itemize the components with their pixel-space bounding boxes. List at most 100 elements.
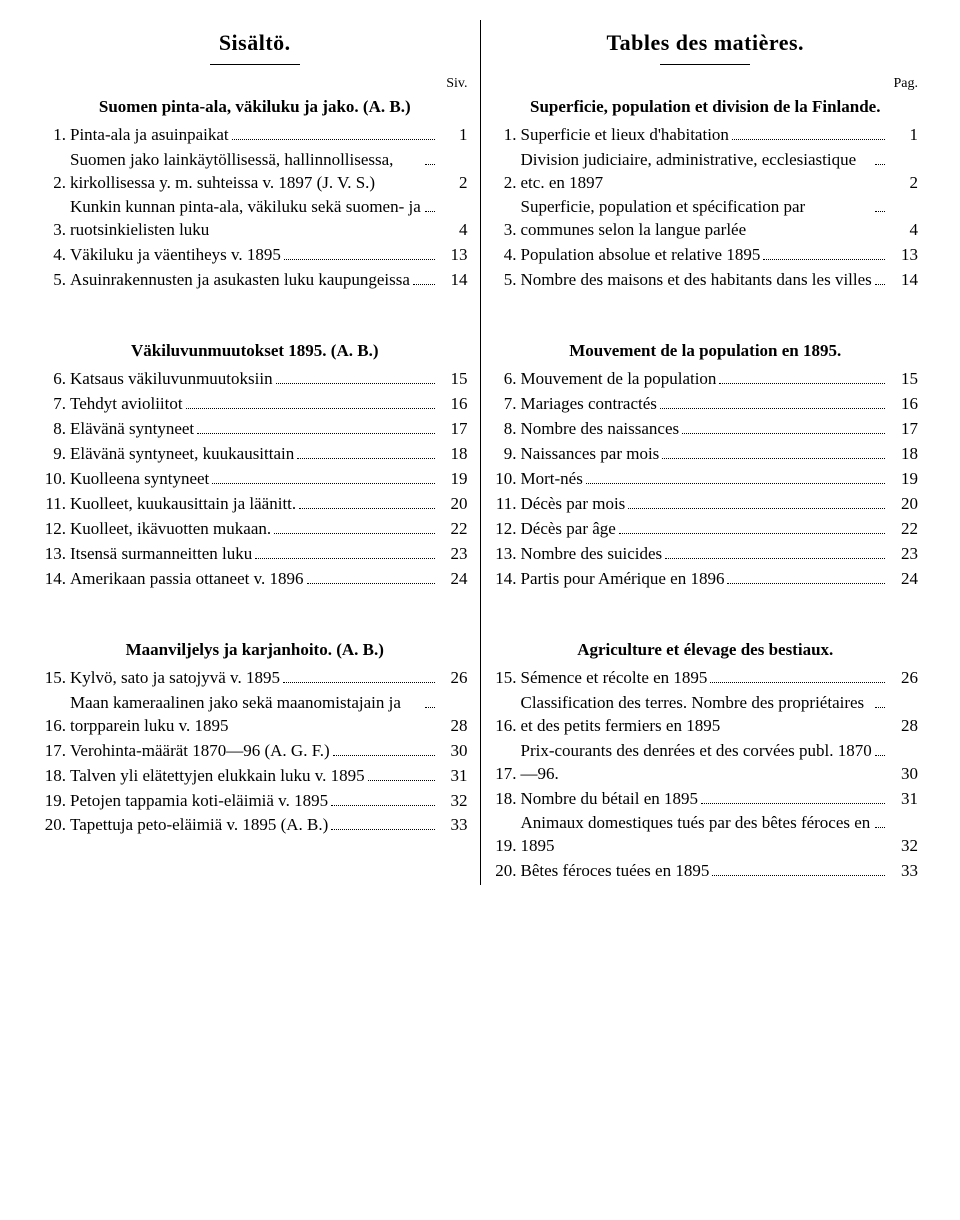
toc-item: 5.Asuinrakennusten ja asukasten luku kau… [42, 269, 468, 292]
toc-item-page: 23 [438, 543, 468, 566]
toc-item: 12.Kuolleet, ikävuotten mukaan.22 [42, 518, 468, 541]
toc-item-number: 14. [42, 568, 70, 591]
toc-item-text: Nombre des suicides [521, 543, 889, 566]
title-rule [210, 64, 300, 65]
toc-item-number: 9. [493, 443, 521, 466]
toc-item-page: 30 [438, 740, 468, 763]
toc-item: 13.Itsensä surmanneitten luku23 [42, 543, 468, 566]
toc-item-number: 15. [42, 667, 70, 690]
left-column: Sisältö.Siv.Suomen pinta-ala, väkiluku j… [30, 20, 481, 885]
toc-item-page: 18 [888, 443, 918, 466]
toc-item-page: 26 [888, 667, 918, 690]
toc-item-text: Petojen tappamia koti-eläimiä v. 1895 [70, 790, 438, 813]
toc-item-text: Nombre des maisons et des habitants dans… [521, 269, 889, 292]
toc-item-number: 3. [493, 219, 521, 242]
toc-item-number: 5. [493, 269, 521, 292]
toc-item-page: 26 [438, 667, 468, 690]
toc-item-number: 11. [42, 493, 70, 516]
toc-item-number: 3. [42, 219, 70, 242]
toc-item-text: Partis pour Amérique en 1896 [521, 568, 889, 591]
toc-list: 15.Kylvö, sato ja satojyvä v. 18952616.M… [42, 667, 468, 838]
toc-item-page: 13 [438, 244, 468, 267]
toc-item: 20.Tapettuja peto-eläimiä v. 1895 (A. B.… [42, 814, 468, 837]
toc-item-text: Décès par mois [521, 493, 889, 516]
toc-item-number: 5. [42, 269, 70, 292]
toc-item: 15.Kylvö, sato ja satojyvä v. 189526 [42, 667, 468, 690]
toc-list: 6.Mouvement de la population157.Mariages… [493, 368, 919, 590]
toc-item-number: 9. [42, 443, 70, 466]
toc-item-text: Superficie et lieux d'habitation [521, 124, 889, 147]
toc-title: Tables des matières. [493, 28, 919, 58]
toc-item: 14.Partis pour Amérique en 189624 [493, 568, 919, 591]
toc-item: 17.Prix-courants des denrées et des corv… [493, 740, 919, 786]
toc-item: 3.Kunkin kunnan pinta-ala, väkiluku sekä… [42, 196, 468, 242]
toc-item-number: 7. [42, 393, 70, 416]
toc-item: 19.Animaux domestiques tués par des bête… [493, 812, 919, 858]
toc-item-number: 1. [493, 124, 521, 147]
toc-item: 3.Superficie, population et spécificatio… [493, 196, 919, 242]
toc-item-page: 31 [888, 788, 918, 811]
toc-item-number: 17. [42, 740, 70, 763]
toc-item-text: Classification des terres. Nombre des pr… [521, 692, 889, 738]
toc-item-text: Mort-nés [521, 468, 889, 491]
toc-item-number: 18. [493, 788, 521, 811]
section-gap [42, 593, 468, 621]
toc-item-text: Superficie, population et spécification … [521, 196, 889, 242]
toc-item-number: 8. [493, 418, 521, 441]
toc-item-page: 13 [888, 244, 918, 267]
section-gap [42, 294, 468, 322]
page-label: Pag. [493, 75, 919, 94]
toc-item-number: 13. [493, 543, 521, 566]
toc-item-page: 33 [888, 860, 918, 883]
toc-item-page: 31 [438, 765, 468, 788]
toc-item: 11.Kuolleet, kuukausittain ja läänitt.20 [42, 493, 468, 516]
toc-item-number: 8. [42, 418, 70, 441]
section-heading: Maanviljelys ja karjanhoito. (A. B.) [42, 639, 468, 661]
toc-item: 9.Elävänä syntyneet, kuukausittain18 [42, 443, 468, 466]
toc-item: 5.Nombre des maisons et des habitants da… [493, 269, 919, 292]
toc-item-text: Kuolleena syntyneet [70, 468, 438, 491]
toc-item-number: 2. [493, 172, 521, 195]
section-gap [493, 593, 919, 621]
toc-item-text: Nombre des naissances [521, 418, 889, 441]
toc-item-page: 22 [438, 518, 468, 541]
toc-item-page: 17 [438, 418, 468, 441]
section-heading: Suomen pinta-ala, väkiluku ja jako. (A. … [42, 96, 468, 118]
toc-list: 15.Sémence et récolte en 18952616.Classi… [493, 667, 919, 883]
section-gap [493, 294, 919, 322]
toc-item-number: 16. [493, 715, 521, 738]
toc-item-page: 22 [888, 518, 918, 541]
toc-item-number: 10. [493, 468, 521, 491]
toc-item-page: 14 [888, 269, 918, 292]
toc-item: 8.Elävänä syntyneet17 [42, 418, 468, 441]
toc-item-text: Maan kameraalinen jako sekä maanomistaja… [70, 692, 438, 738]
toc-item: 12.Décès par âge22 [493, 518, 919, 541]
toc-item: 2.Division judiciaire, administrative, e… [493, 149, 919, 195]
toc-item-text: Bêtes féroces tuées en 1895 [521, 860, 889, 883]
toc-item: 16.Classification des terres. Nombre des… [493, 692, 919, 738]
toc-item-text: Naissances par mois [521, 443, 889, 466]
toc-item: 16.Maan kameraalinen jako sekä maanomist… [42, 692, 468, 738]
toc-item: 8.Nombre des naissances17 [493, 418, 919, 441]
toc-item-text: Amerikaan passia ottaneet v. 1896 [70, 568, 438, 591]
toc-item: 10.Kuolleena syntyneet19 [42, 468, 468, 491]
toc-item: 20.Bêtes féroces tuées en 189533 [493, 860, 919, 883]
section-heading: Mouvement de la population en 1895. [493, 340, 919, 362]
toc-item: 17.Verohinta-määrät 1870—96 (A. G. F.)30 [42, 740, 468, 763]
toc-item-text: Décès par âge [521, 518, 889, 541]
toc-item-page: 15 [888, 368, 918, 391]
toc-item-number: 10. [42, 468, 70, 491]
toc-item-page: 24 [438, 568, 468, 591]
toc-item: 1.Superficie et lieux d'habitation1 [493, 124, 919, 147]
toc-item: 13.Nombre des suicides23 [493, 543, 919, 566]
toc-list: 1.Pinta-ala ja asuinpaikat12.Suomen jako… [42, 124, 468, 293]
toc-list: 6.Katsaus väkiluvunmuutoksiin157.Tehdyt … [42, 368, 468, 590]
toc-item-number: 2. [42, 172, 70, 195]
toc-item: 10.Mort-nés19 [493, 468, 919, 491]
toc-item-number: 20. [493, 860, 521, 883]
toc-item-text: Elävänä syntyneet, kuukausittain [70, 443, 438, 466]
toc-item-text: Mariages contractés [521, 393, 889, 416]
toc-item-page: 14 [438, 269, 468, 292]
toc-item-text: Tapettuja peto-eläimiä v. 1895 (A. B.) [70, 814, 438, 837]
toc-item: 14.Amerikaan passia ottaneet v. 189624 [42, 568, 468, 591]
